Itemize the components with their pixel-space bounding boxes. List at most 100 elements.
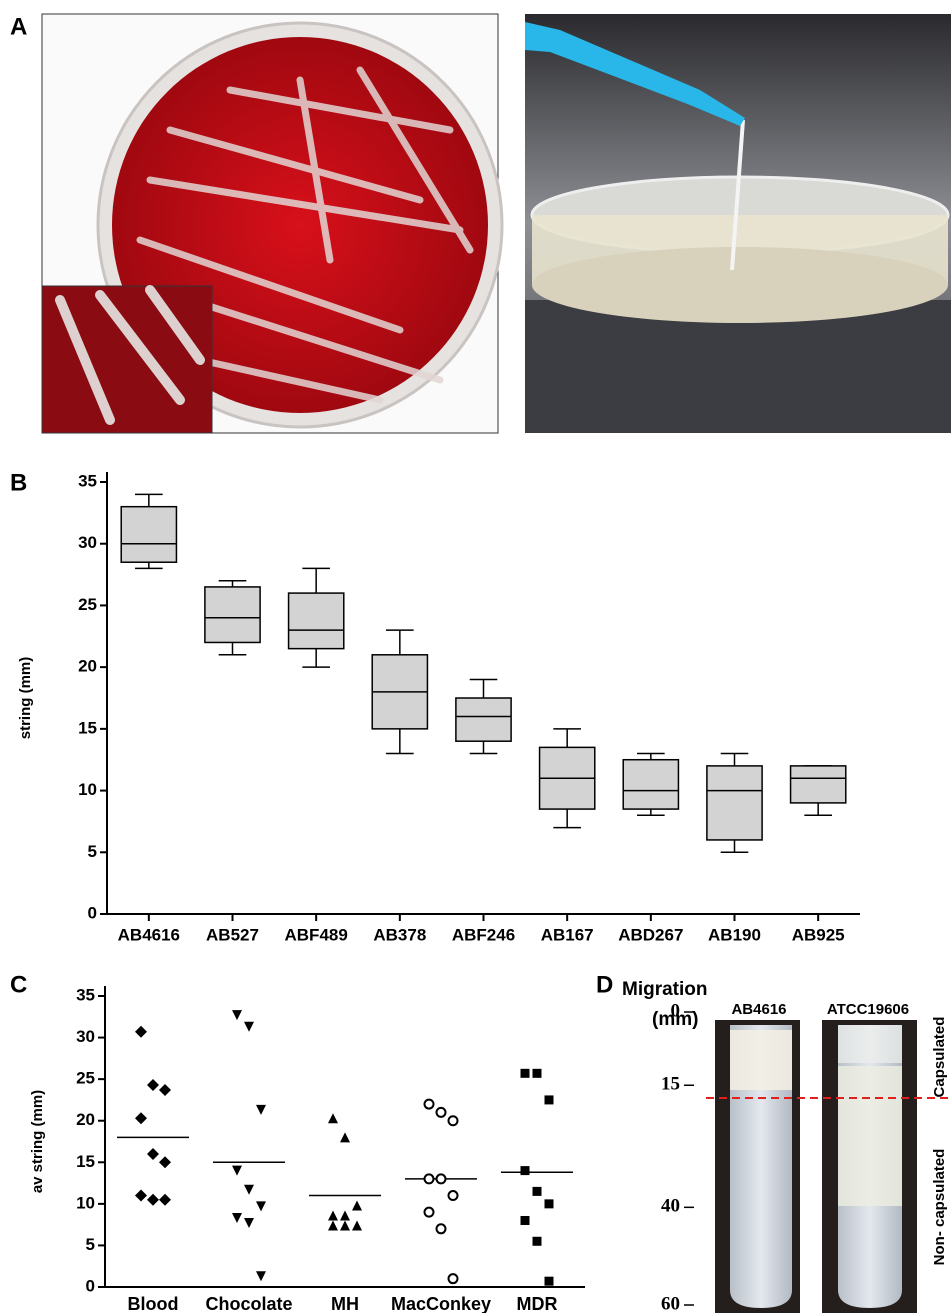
data-point — [244, 1218, 254, 1228]
y-tick-label: 20 — [76, 1110, 95, 1129]
photo-blood-agar — [42, 14, 502, 433]
y-tick-label: 25 — [76, 1069, 95, 1088]
x-tick-label: ABF489 — [285, 925, 348, 944]
tube-label: ATCC19606 — [827, 1001, 909, 1018]
y-tick-label: 30 — [78, 533, 97, 552]
tick-label: 40 — [661, 1196, 680, 1217]
tick-label: 0 — [671, 1000, 681, 1021]
panel-label: B — [10, 469, 27, 496]
data-point — [340, 1210, 350, 1220]
y-axis-title: string (mm) — [17, 657, 34, 740]
data-point — [232, 1010, 242, 1020]
data-point — [328, 1220, 338, 1230]
data-point — [135, 1026, 147, 1038]
panel-label: A — [10, 13, 27, 40]
data-point — [449, 1116, 458, 1125]
data-point — [244, 1185, 254, 1195]
data-point — [545, 1199, 554, 1208]
x-tick-label: MacConkey — [391, 1294, 491, 1313]
box — [289, 593, 344, 649]
data-point — [328, 1113, 338, 1123]
panel-label: C — [10, 971, 27, 998]
data-point — [449, 1191, 458, 1200]
y-axis-title: av string (mm) — [29, 1090, 46, 1193]
box — [623, 760, 678, 809]
x-tick-label: AB527 — [206, 925, 259, 944]
data-point — [533, 1237, 542, 1246]
y-tick-label: 15 — [78, 718, 97, 737]
box — [205, 587, 260, 643]
data-point — [533, 1069, 542, 1078]
y-tick-label: 35 — [76, 985, 95, 1004]
data-point — [159, 1156, 171, 1168]
data-point — [437, 1224, 446, 1233]
data-point — [135, 1190, 147, 1202]
box — [707, 766, 762, 840]
data-point — [244, 1022, 254, 1032]
region-label: Capsulated — [931, 1017, 948, 1098]
photo-tubes — [715, 1020, 917, 1313]
y-tick-label: 25 — [78, 595, 97, 614]
data-point — [545, 1277, 554, 1286]
y-tick-label: 10 — [76, 1193, 95, 1212]
panel-label: D — [596, 971, 613, 998]
y-tick-label: 20 — [78, 657, 97, 676]
box — [121, 507, 176, 563]
data-point — [533, 1187, 542, 1196]
data-point — [328, 1210, 338, 1220]
x-tick-label: AB925 — [792, 925, 845, 944]
x-tick-label: MDR — [517, 1294, 558, 1313]
box — [791, 766, 846, 803]
data-point — [425, 1100, 434, 1109]
data-point — [521, 1069, 530, 1078]
data-point — [521, 1166, 530, 1175]
data-point — [147, 1194, 159, 1206]
y-tick-label: 0 — [88, 903, 97, 922]
data-point — [449, 1274, 458, 1283]
data-point — [232, 1213, 242, 1223]
x-tick-label: AB4616 — [118, 925, 180, 944]
data-point — [425, 1208, 434, 1217]
x-tick-label: AB378 — [373, 925, 426, 944]
data-point — [545, 1095, 554, 1104]
x-tick-label: MH — [331, 1294, 359, 1313]
data-point — [135, 1112, 147, 1124]
figure: A B C D 0 5 10 15 20 25 30 35 string (mm) AB4616 A… — [0, 0, 951, 1313]
x-tick-label: Chocolate — [205, 1294, 292, 1313]
y-tick-label: 10 — [78, 780, 97, 799]
data-point — [521, 1216, 530, 1225]
box — [456, 698, 511, 741]
y-tick-label: 30 — [76, 1027, 95, 1046]
data-point — [352, 1220, 362, 1230]
axis-title: Migration — [622, 979, 708, 1000]
data-point — [256, 1105, 266, 1115]
tube-label: AB4616 — [731, 1001, 786, 1018]
x-tick-label: AB190 — [708, 925, 761, 944]
data-point — [256, 1201, 266, 1211]
data-point — [159, 1084, 171, 1096]
data-point — [340, 1132, 350, 1142]
data-point — [232, 1166, 242, 1176]
data-point — [147, 1148, 159, 1160]
y-tick-label: 15 — [76, 1152, 95, 1171]
data-point — [425, 1174, 434, 1183]
data-point — [159, 1194, 171, 1206]
data-point — [147, 1079, 159, 1091]
x-tick-label: ABF246 — [452, 925, 515, 944]
y-tick-label: 5 — [86, 1235, 95, 1254]
tick-label: 15 — [661, 1074, 680, 1095]
x-tick-label: Blood — [128, 1294, 179, 1313]
region-label: Non- capsulated — [931, 1149, 948, 1266]
x-tick-label: AB167 — [541, 925, 594, 944]
data-point — [256, 1271, 266, 1281]
y-tick-label: 0 — [86, 1276, 95, 1295]
x-tick-label: ABD267 — [618, 925, 683, 944]
y-tick-label: 5 — [88, 842, 97, 861]
data-point — [437, 1174, 446, 1183]
data-point — [340, 1220, 350, 1230]
tick-label: 60 — [661, 1293, 680, 1313]
y-tick-label: 35 — [78, 471, 97, 490]
photo-string-test — [525, 14, 951, 433]
data-point — [437, 1108, 446, 1117]
data-point — [352, 1201, 362, 1211]
